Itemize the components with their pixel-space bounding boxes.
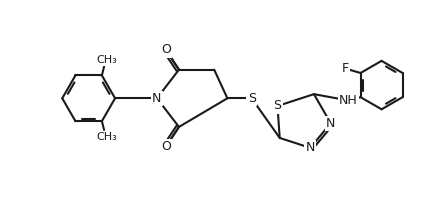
Text: CH₃: CH₃: [96, 55, 117, 65]
Text: N: N: [152, 92, 161, 105]
Text: S: S: [273, 99, 281, 112]
Text: F: F: [342, 62, 349, 75]
Text: S: S: [248, 92, 256, 105]
Text: O: O: [161, 140, 171, 153]
Text: O: O: [161, 43, 171, 56]
Text: N: N: [326, 117, 335, 130]
Text: CH₃: CH₃: [96, 132, 117, 142]
Text: NH: NH: [339, 94, 358, 107]
Text: N: N: [306, 141, 315, 154]
